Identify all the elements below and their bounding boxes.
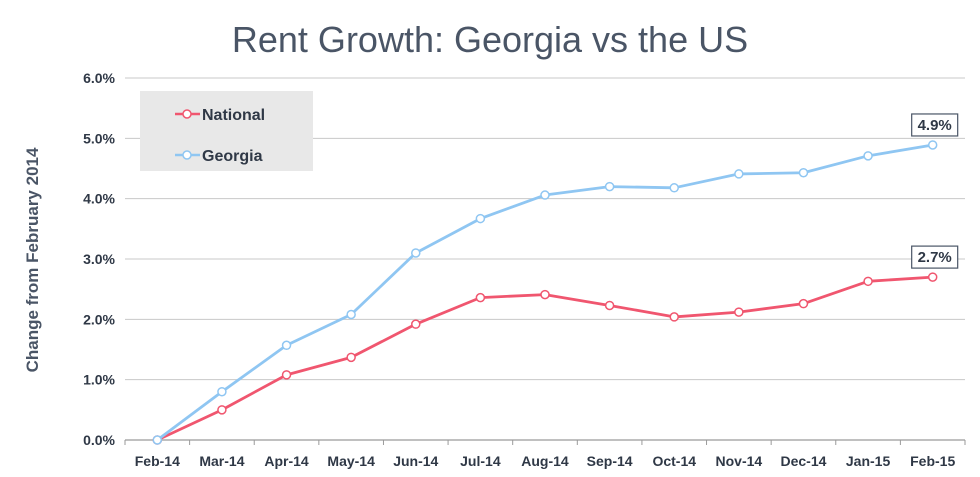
data-point-national (927, 272, 938, 282)
data-point-national (217, 405, 227, 415)
data-point-national (669, 312, 679, 322)
end-label-box-national (911, 245, 959, 269)
data-point-national (604, 300, 615, 311)
series-line-national (156, 275, 933, 442)
data-point-georgia (540, 190, 550, 200)
y-axis-label: Change from February 2014 (23, 147, 42, 372)
data-point-national (863, 276, 873, 287)
data-point-georgia (734, 169, 744, 179)
end-label-national: 2.7% (918, 249, 952, 266)
x-tick-label: Jun-14 (393, 453, 438, 469)
x-tick-label: Aug-14 (521, 453, 569, 469)
data-point-national (540, 289, 550, 300)
legend-label-national: National (202, 107, 265, 124)
x-tick-label: Feb-14 (135, 453, 180, 469)
x-tick-label: Mar-14 (199, 453, 244, 469)
data-point-national (411, 319, 421, 329)
data-point-georgia (152, 435, 163, 445)
x-tick-label: Apr-14 (264, 453, 309, 469)
y-tick-label: 4.0% (83, 191, 115, 207)
y-tick-label: 3.0% (83, 251, 115, 267)
legend-marker-national (182, 109, 192, 119)
data-point-georgia (863, 151, 873, 161)
legend: National Georgia (140, 91, 313, 171)
legend-background (140, 91, 313, 171)
y-tick-label: 5.0% (83, 130, 115, 146)
x-tick-label: Jan-15 (846, 453, 891, 469)
y-tick-label: 2.0% (83, 311, 115, 327)
legend-marker-georgia (182, 150, 192, 160)
end-label-box-georgia (911, 113, 959, 137)
data-point-georgia (281, 340, 292, 351)
y-tick-label: 0.0% (83, 432, 115, 448)
y-axis-ticks: 0.0% 1.0% 2.0% 3.0% 4.0% 5.0% 6.0% (83, 70, 115, 448)
y-tick-label: 1.0% (83, 372, 115, 388)
x-tick-label: May-14 (327, 453, 375, 469)
data-point-national (281, 370, 292, 380)
data-point-georgia (669, 183, 679, 193)
data-point-national (346, 352, 356, 363)
x-axis-ticks: Feb-14 Mar-14 Apr-14 May-14 Jun-14 Jul-14 Aug-… (135, 453, 956, 469)
data-point-national (798, 298, 809, 309)
x-tick-label: Dec-14 (781, 453, 827, 469)
chart-title: Rent Growth: Georgia vs the US (232, 19, 748, 60)
legend-label-georgia: Georgia (202, 148, 263, 165)
x-tick-label: Sep-14 (587, 453, 633, 469)
x-tick-label: Jul-14 (460, 453, 501, 469)
data-point-georgia (798, 167, 809, 178)
data-point-georgia (411, 248, 421, 258)
series-group (152, 140, 938, 445)
x-tick-label: Feb-15 (910, 453, 955, 469)
data-point-georgia (604, 181, 615, 192)
data-point-national (734, 307, 744, 317)
data-point-georgia (475, 213, 486, 224)
data-point-georgia (346, 309, 356, 320)
end-label-georgia: 4.9% (918, 117, 952, 134)
data-point-national (475, 292, 486, 303)
y-tick-label: 6.0% (83, 70, 115, 86)
x-tick-label: Oct-14 (652, 453, 696, 469)
data-point-georgia (217, 386, 227, 397)
end-labels: 2.7% 4.9% (911, 113, 959, 269)
x-tick-label: Nov-14 (716, 453, 763, 469)
data-point-georgia (927, 140, 938, 150)
